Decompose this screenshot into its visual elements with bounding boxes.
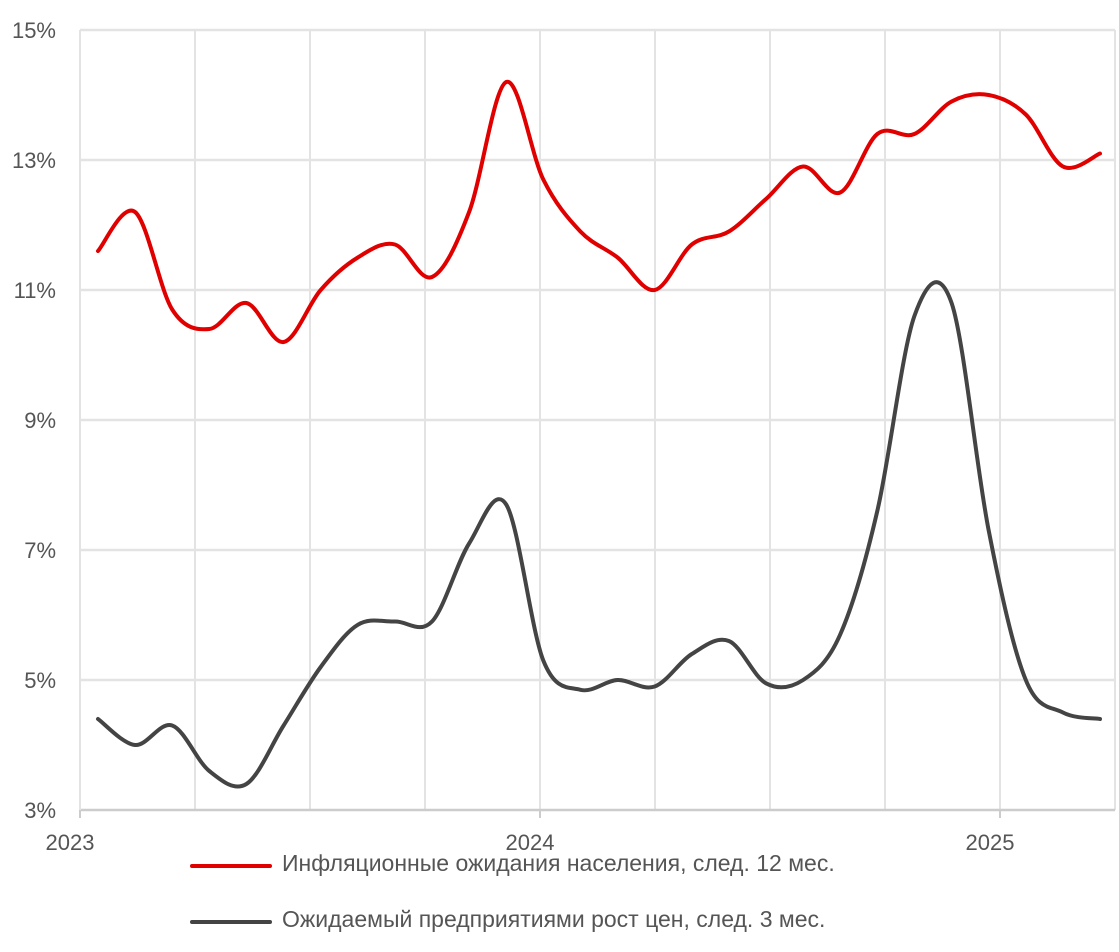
y-axis-ticks: 3% 5% 7% 9% 11% 13% 15% — [12, 18, 56, 823]
legend-second-row: Ожидаемый предприятиями рост цен, след. … — [190, 902, 1090, 942]
x-tick-label: 2025 — [966, 830, 1015, 855]
horizontal-gridlines — [79, 28, 1115, 812]
y-tick-label: 13% — [12, 148, 56, 173]
y-tick-label: 7% — [24, 538, 56, 563]
series-lines — [96, 80, 1102, 789]
y-tick-label: 11% — [14, 278, 56, 303]
x-axis-ticks: 2023 2024 2025 — [46, 810, 1015, 855]
x-tick-label: 2024 — [506, 830, 555, 855]
y-tick-label: 5% — [24, 668, 56, 693]
legend-label-enterprises: Ожидаемый предприятиями рост цен, след. … — [282, 906, 826, 932]
legend-swatch-population — [190, 864, 272, 868]
legend-label-population: Инфляционные ожидания населения, след. 1… — [282, 850, 835, 876]
y-tick-label: 15% — [12, 18, 56, 43]
legend-swatch-enterprises — [190, 920, 272, 924]
x-tick-label: 2023 — [46, 830, 95, 855]
legend: Инфляционные ожидания населения, след. 1… — [190, 846, 1090, 886]
y-tick-label: 3% — [24, 798, 56, 823]
series-line-2 — [96, 280, 1102, 789]
y-tick-label: 9% — [24, 408, 56, 433]
series-line-1 — [96, 80, 1102, 344]
